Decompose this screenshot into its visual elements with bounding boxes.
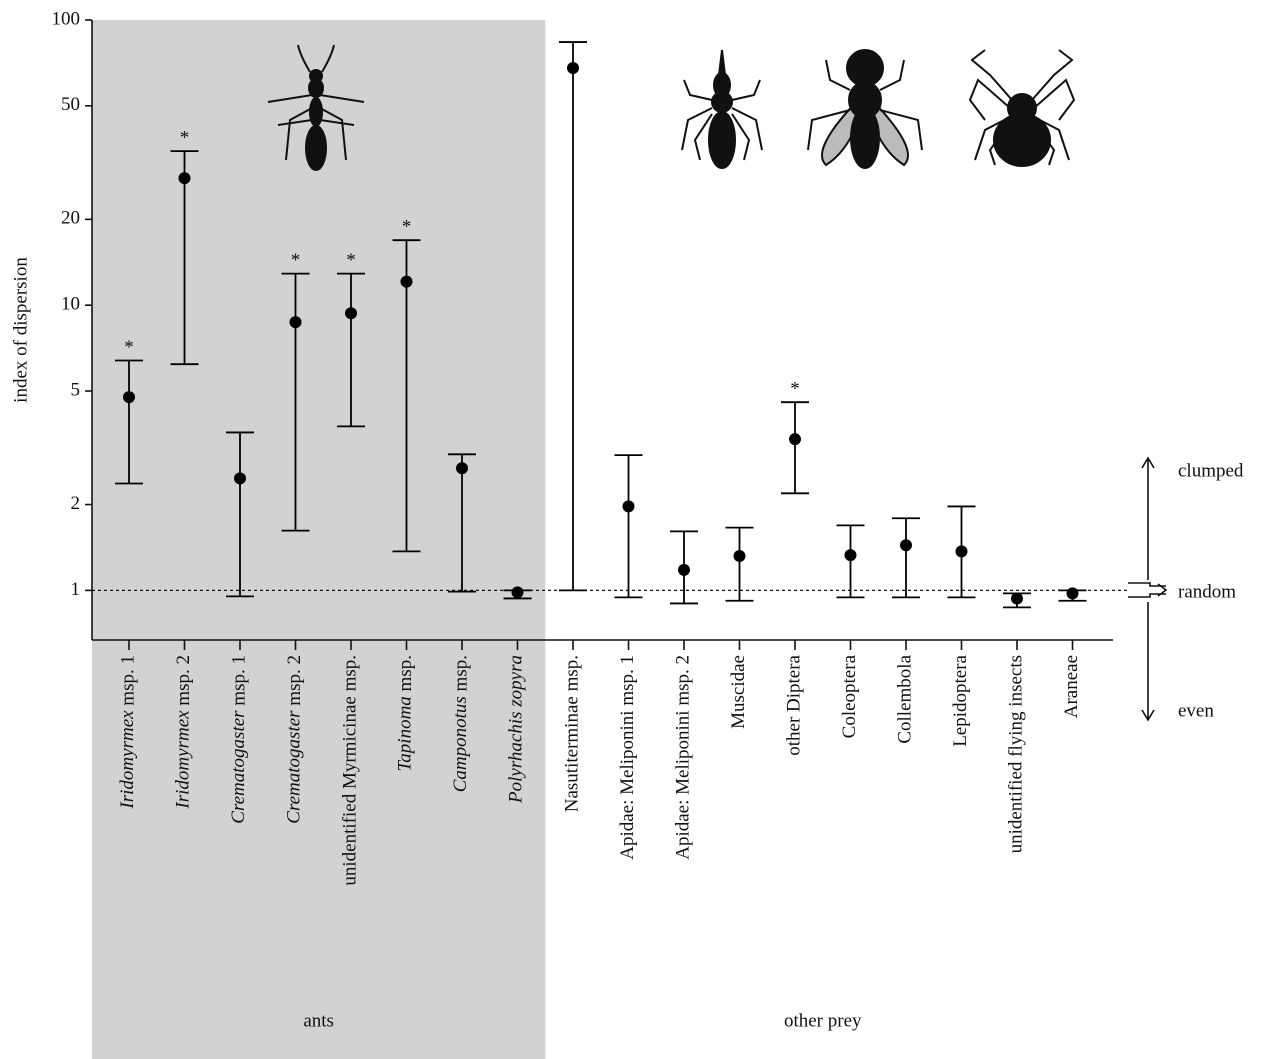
group-background (92, 20, 546, 1059)
y-tick-label: 100 (52, 8, 81, 29)
x-tick-label: Crematogaster msp. 1 (228, 655, 249, 824)
x-tick-label: Araneae (1061, 655, 1082, 718)
backgrounds (92, 20, 546, 1059)
group-label: other prey (784, 1010, 862, 1031)
significance: * (124, 337, 134, 358)
point (955, 545, 968, 558)
ant-icon (267, 44, 365, 171)
point (456, 462, 468, 475)
y-tick-label: 5 (71, 379, 81, 400)
x-tick-label: Apidae: Meliponini msp. 2 (672, 655, 693, 860)
spider-icon (968, 49, 1076, 167)
x-tick-label: Nasutiterminae msp. (561, 655, 582, 812)
y-tick-label: 10 (61, 294, 80, 315)
dispersion-label: random (1178, 581, 1236, 602)
point (345, 307, 357, 320)
significance: * (790, 379, 800, 400)
point (123, 391, 135, 404)
point (900, 539, 912, 552)
significance: * (291, 250, 301, 271)
y-tick-label: 1 (71, 579, 81, 600)
point (289, 316, 302, 329)
dispersion-label: even (1178, 700, 1214, 721)
point (844, 549, 857, 562)
x-tick-label: Muscidae (728, 655, 749, 729)
point (789, 433, 801, 446)
point (178, 172, 191, 185)
point (1011, 592, 1023, 605)
point (511, 586, 524, 599)
arrow-up (1141, 456, 1155, 580)
point (733, 550, 746, 563)
point (1066, 587, 1079, 600)
point (400, 275, 413, 288)
fly-icon (807, 49, 923, 169)
x-tick-label: Collembola (894, 654, 915, 743)
x-tick-label: Apidae: Meliponini msp. 1 (617, 655, 638, 860)
insect-icons (267, 44, 1076, 171)
x-tick-label: Tapinoma msp. (395, 655, 416, 772)
x-tick-label: Iridomyrmex msp. 1 (117, 655, 138, 810)
x-tick-label: Camponotus msp. (450, 655, 471, 792)
termite-icon (681, 49, 763, 169)
point (678, 563, 690, 576)
y-tick-label: 50 (61, 94, 80, 115)
y-tick-label: 2 (71, 493, 81, 514)
x-tick-label: Coleoptera (839, 654, 860, 738)
arrow-down (1141, 602, 1155, 722)
x-tick-label: Lepidoptera (950, 654, 971, 746)
y-tick-label: 20 (61, 208, 80, 229)
dispersion-label: clumped (1178, 460, 1244, 481)
point (234, 472, 246, 485)
x-tick-label: unidentified flying insects (1005, 655, 1026, 853)
significance: * (346, 250, 356, 271)
y-axis-label: index of dispersion (10, 257, 31, 403)
significance: * (402, 217, 412, 238)
point (622, 500, 635, 513)
group-label: ants (303, 1010, 334, 1031)
x-tick-label: Polyrhachis zopyra (506, 655, 527, 804)
x-tick-label: Iridomyrmex msp. 2 (173, 655, 194, 810)
dispersion-legend (1128, 456, 1168, 722)
x-tick-label: unidentified Myrmicinae msp. (339, 655, 360, 886)
significance: * (180, 127, 190, 148)
x-tick-label: Crematogaster msp. 2 (284, 655, 305, 824)
arrow-random (1128, 582, 1168, 598)
point (567, 61, 579, 74)
x-tick-label: other Diptera (783, 654, 804, 755)
